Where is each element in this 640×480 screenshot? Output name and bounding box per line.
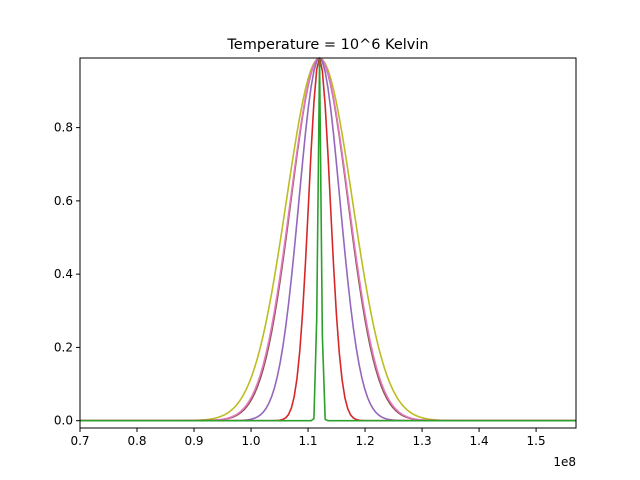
series-line	[80, 57, 576, 422]
x-tick-label: 1.5	[527, 434, 546, 448]
y-tick-label: 0.4	[54, 267, 73, 281]
x-axis-offset-label: 1e8	[553, 455, 576, 469]
y-tick-label: 0.0	[54, 414, 73, 428]
x-tick-label: 0.7	[70, 434, 89, 448]
series-line	[80, 57, 576, 422]
y-axis-ticks: 0.0 0.2 0.4 0.6 0.8	[54, 121, 80, 428]
series-layer	[80, 57, 576, 422]
axes-frame	[79, 57, 577, 429]
x-tick-label: 1.0	[241, 434, 260, 448]
x-tick-label: 1.4	[470, 434, 489, 448]
y-tick-label: 0.2	[54, 340, 73, 354]
x-tick-label: 0.9	[184, 434, 203, 448]
series-line	[80, 57, 576, 422]
series-line	[80, 57, 576, 422]
series-line	[80, 57, 576, 422]
y-tick-label: 0.6	[54, 194, 73, 208]
x-tick-label: 0.8	[127, 434, 146, 448]
x-axis-ticks: 0.7 0.8 0.9 1.0 1.1 1.2 1.3 1.4 1.5	[70, 428, 546, 448]
series-line	[80, 57, 576, 422]
x-tick-label: 1.3	[413, 434, 432, 448]
chart-title: Temperature = 10^6 Kelvin	[226, 37, 428, 53]
x-tick-label: 1.1	[298, 434, 317, 448]
y-tick-label: 0.8	[54, 121, 73, 135]
x-tick-label: 1.2	[356, 434, 375, 448]
